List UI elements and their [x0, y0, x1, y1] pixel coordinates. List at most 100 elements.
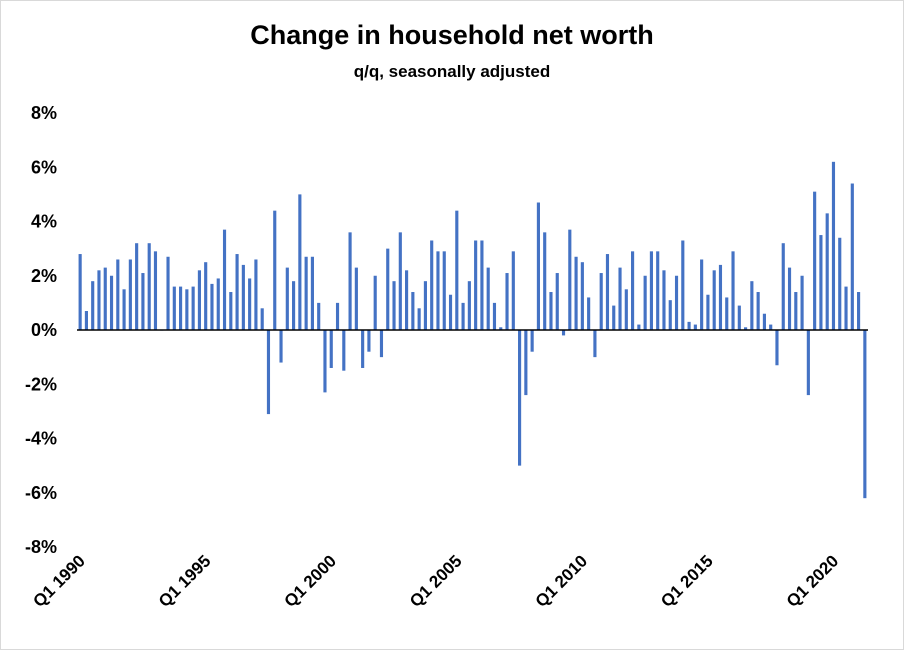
- bar: [687, 321, 691, 330]
- bar: [185, 289, 189, 330]
- bar: [505, 273, 509, 330]
- bar: [787, 267, 792, 330]
- bar: [260, 308, 264, 330]
- bar: [122, 289, 126, 330]
- bar: [141, 273, 145, 330]
- bar: [643, 275, 647, 330]
- bar: [580, 262, 584, 330]
- bar: [700, 259, 704, 330]
- y-tick-label: -2%: [25, 374, 57, 394]
- bar: [649, 251, 653, 330]
- bar: [593, 330, 597, 358]
- bar: [668, 300, 672, 330]
- bar: [530, 330, 534, 352]
- bar: [335, 302, 340, 331]
- bar: [775, 330, 779, 366]
- bar: [838, 237, 842, 330]
- y-tick-label: 6%: [31, 157, 57, 177]
- y-tick-label: -8%: [25, 537, 57, 557]
- bar: [367, 330, 371, 352]
- bar: [731, 251, 735, 330]
- bar: [166, 256, 170, 330]
- bar: [461, 302, 465, 331]
- bar: [599, 273, 603, 330]
- bar: [693, 324, 697, 330]
- y-tick-label: 8%: [31, 103, 57, 123]
- bar: [825, 213, 829, 330]
- x-axis-labels: Q1 1990 Q1 1995 Q1 2000 Q1 2005 Q1 2010 Q1 20…: [29, 551, 842, 611]
- bar: [135, 243, 139, 330]
- bar: [737, 305, 741, 330]
- bar: [750, 281, 754, 330]
- bar: [850, 183, 854, 330]
- bars: [78, 161, 867, 499]
- bar: [248, 278, 252, 330]
- x-tick-label: Q1 1995: [155, 551, 215, 611]
- bar: [348, 232, 352, 330]
- bar: [486, 267, 490, 330]
- bar: [273, 210, 277, 330]
- bar: [147, 243, 151, 330]
- bar: [555, 273, 559, 330]
- chart-title: Change in household net worth: [250, 20, 654, 50]
- bar: [317, 302, 321, 331]
- bar: [706, 294, 710, 330]
- bar: [423, 281, 427, 330]
- bar: [769, 324, 773, 330]
- bar: [681, 240, 685, 330]
- x-tick-label: Q1 1990: [29, 551, 89, 611]
- bar: [794, 292, 798, 330]
- bar: [744, 327, 748, 330]
- bar: [781, 243, 785, 330]
- bar: [844, 286, 848, 330]
- bar: [392, 281, 396, 330]
- bar: [442, 251, 446, 330]
- bar: [116, 259, 120, 330]
- bar: [718, 264, 723, 330]
- bar: [831, 161, 836, 330]
- x-tick-label: Q1 2010: [532, 551, 592, 611]
- y-tick-label: 4%: [31, 212, 57, 232]
- x-tick-label: Q1 2015: [657, 551, 717, 611]
- bar: [128, 259, 132, 330]
- x-tick-label: Q1 2000: [281, 551, 341, 611]
- bar: [474, 240, 478, 330]
- bar: [618, 267, 622, 330]
- x-tick-label: Q1 2005: [406, 551, 466, 611]
- bar: [518, 330, 522, 466]
- bar: [762, 313, 766, 330]
- bar: [304, 256, 308, 330]
- chart-subtitle: q/q, seasonally adjusted: [353, 62, 551, 81]
- x-tick-label: Q1 2020: [783, 551, 843, 611]
- bar: [153, 251, 158, 330]
- bar: [455, 210, 459, 330]
- bar: [524, 330, 528, 396]
- bar: [631, 251, 635, 330]
- bar: [637, 324, 641, 330]
- bar: [492, 302, 497, 331]
- bar: [241, 264, 245, 330]
- bar: [561, 330, 566, 336]
- bar: [813, 191, 817, 330]
- bar: [373, 275, 377, 330]
- bar: [568, 229, 572, 330]
- bar: [97, 270, 101, 330]
- bar: [279, 330, 283, 363]
- bar: [624, 289, 628, 330]
- bar: [430, 240, 434, 330]
- bar: [417, 308, 421, 330]
- bar: [285, 267, 289, 330]
- bar: [235, 254, 239, 330]
- bar: [379, 330, 384, 358]
- bar: [216, 278, 220, 330]
- bar: [78, 254, 82, 330]
- bar: [210, 283, 214, 330]
- y-tick-label: -4%: [25, 429, 57, 449]
- bar: [386, 248, 390, 331]
- bar: [266, 330, 271, 415]
- bar: [191, 286, 195, 330]
- bar: [549, 292, 553, 330]
- bar: [536, 202, 540, 330]
- bar: [800, 275, 804, 330]
